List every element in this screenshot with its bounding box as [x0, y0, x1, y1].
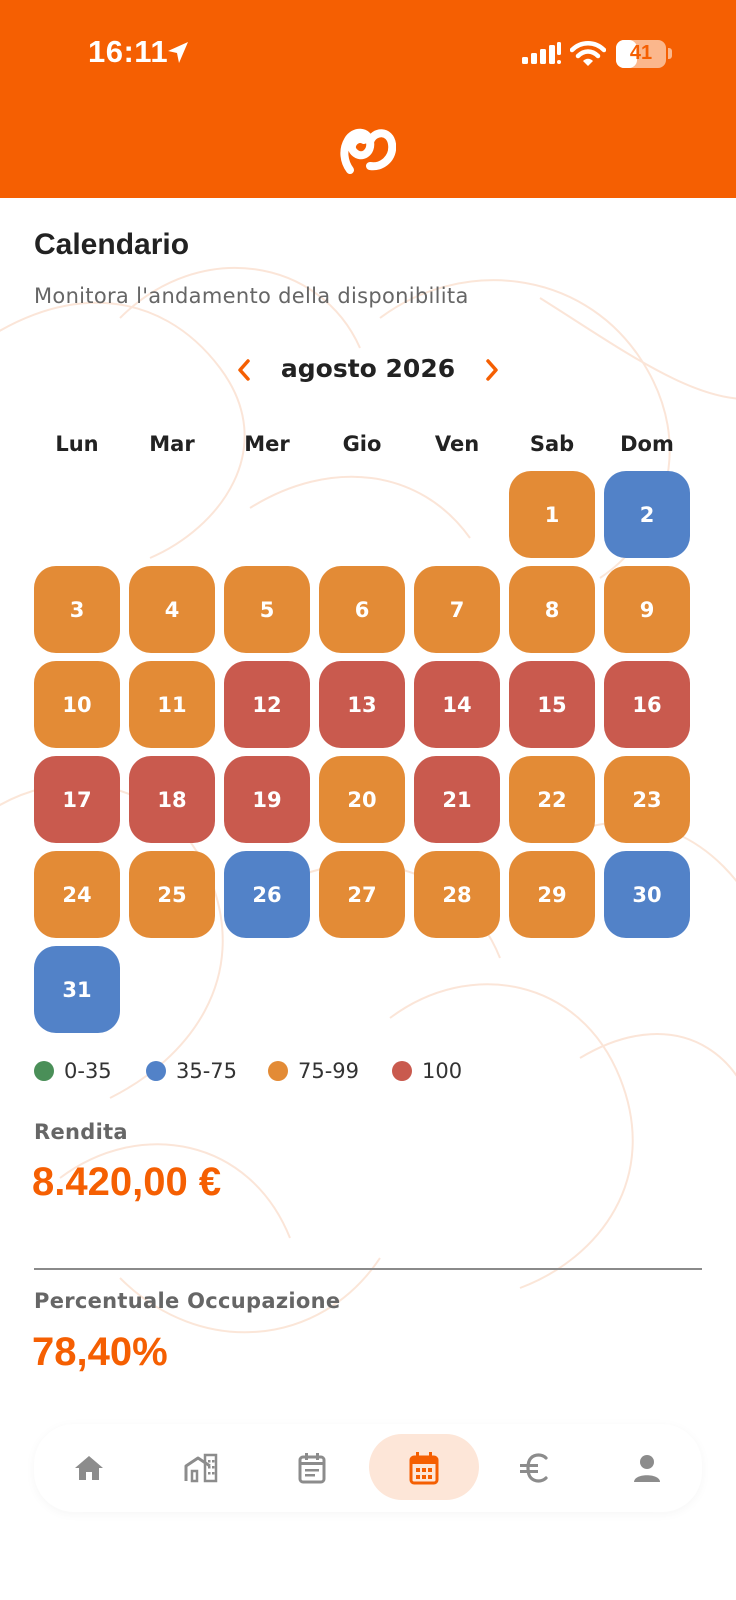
legend-dot — [392, 1061, 412, 1081]
status-time: 16:11 — [88, 34, 169, 69]
calendar-day[interactable]: 29 — [509, 851, 595, 938]
divider — [34, 1268, 702, 1270]
calendar-day[interactable]: 5 — [224, 566, 310, 653]
legend-item: 0-35 — [34, 1056, 112, 1086]
calendar-day[interactable]: 25 — [129, 851, 215, 938]
calendar-day[interactable]: 6 — [319, 566, 405, 653]
calendar-day[interactable]: 28 — [414, 851, 500, 938]
legend-item: 35-75 — [146, 1056, 237, 1086]
calendar-day[interactable]: 19 — [224, 756, 310, 843]
weekday-dom: Dom — [620, 432, 674, 456]
calendar-day[interactable]: 22 — [509, 756, 595, 843]
calendar-day[interactable]: 8 — [509, 566, 595, 653]
nav-properties-button[interactable] — [146, 1424, 256, 1512]
location-arrow-icon — [168, 42, 188, 63]
calendar-day[interactable]: 3 — [34, 566, 120, 653]
calendar-day[interactable]: 2 — [604, 471, 690, 558]
calendar-day[interactable]: 14 — [414, 661, 500, 748]
next-month-button[interactable] — [472, 350, 512, 390]
calendar-day[interactable]: 13 — [319, 661, 405, 748]
bookings-icon — [298, 1453, 326, 1484]
page-title: Calendario — [34, 228, 190, 261]
bottom-navigation — [34, 1424, 702, 1512]
month-navigator: agosto 2026 — [0, 350, 736, 390]
occupancy-value: 78,40% — [32, 1330, 168, 1374]
calendar-day[interactable]: 21 — [414, 756, 500, 843]
legend-item: 75-99 — [268, 1056, 359, 1086]
calendar-day[interactable]: 27 — [319, 851, 405, 938]
revenue-value: 8.420,00 € — [32, 1160, 222, 1204]
legend-dot — [34, 1061, 54, 1081]
calendar-day[interactable]: 7 — [414, 566, 500, 653]
occupancy-legend: 0-35 35-75 75-99 100 — [34, 1056, 704, 1086]
battery-indicator: 41 — [616, 40, 666, 68]
weekday-mer: Mer — [244, 432, 290, 456]
calendar-day[interactable]: 18 — [129, 756, 215, 843]
nav-earnings-button[interactable] — [480, 1424, 590, 1512]
legend-dot — [268, 1061, 288, 1081]
page-subtitle: Monitora l'andamento della disponibilita — [34, 284, 469, 308]
calendar-day[interactable]: 11 — [129, 661, 215, 748]
calendar-day[interactable]: 15 — [509, 661, 595, 748]
calendar-day[interactable]: 23 — [604, 756, 690, 843]
legend-item: 100 — [392, 1056, 462, 1086]
month-label: agosto 2026 — [280, 354, 456, 383]
calendar-day[interactable]: 20 — [319, 756, 405, 843]
weekday-mar: Mar — [149, 432, 195, 456]
weekday-header: Lun Mar Mer Gio Ven Sab Dom — [34, 432, 704, 462]
weekday-lun: Lun — [55, 432, 99, 456]
weekday-gio: Gio — [342, 432, 382, 456]
app-logo — [340, 128, 396, 174]
calendar-grid: 1 2 3 4 5 6 7 8 9 10 11 12 13 14 15 16 17 18 19 20 21 22 23 24 2… — [34, 471, 704, 1051]
calendar-day[interactable]: 12 — [224, 661, 310, 748]
legend-label: 35-75 — [176, 1059, 238, 1083]
calendar-day[interactable]: 4 — [129, 566, 215, 653]
calendar-day[interactable]: 10 — [34, 661, 120, 748]
nav-bookings-button[interactable] — [257, 1424, 367, 1512]
calendar-icon — [409, 1452, 438, 1485]
cellular-signal-icon — [522, 42, 561, 64]
active-tab-indicator — [368, 1434, 479, 1500]
nav-profile-button[interactable] — [592, 1424, 702, 1512]
calendar-day[interactable]: 24 — [34, 851, 120, 938]
calendar-day[interactable]: 31 — [34, 946, 120, 1033]
battery-fill — [616, 40, 637, 68]
legend-label: 0-35 — [64, 1059, 112, 1083]
occupancy-label: Percentuale Occupazione — [34, 1289, 341, 1313]
chevron-left-icon — [238, 359, 250, 381]
weekday-ven: Ven — [434, 432, 480, 456]
revenue-label: Rendita — [34, 1120, 128, 1144]
chevron-right-icon — [486, 359, 498, 381]
previous-month-button[interactable] — [224, 350, 264, 390]
wifi-icon — [570, 41, 606, 66]
calendar-day[interactable]: 17 — [34, 756, 120, 843]
nav-calendar-button[interactable] — [368, 1424, 479, 1512]
nav-home-button[interactable] — [34, 1424, 144, 1512]
legend-dot — [146, 1061, 166, 1081]
legend-label: 100 — [422, 1059, 463, 1083]
battery-level: 41 — [629, 42, 653, 64]
legend-label: 75-99 — [298, 1059, 360, 1083]
calendar-day[interactable]: 26 — [224, 851, 310, 938]
calendar-day[interactable]: 1 — [509, 471, 595, 558]
properties-icon — [184, 1453, 217, 1483]
home-icon — [75, 1456, 103, 1480]
weekday-sab: Sab — [529, 432, 575, 456]
app-header: 16:11 41 — [0, 0, 736, 198]
profile-icon — [633, 1455, 660, 1482]
calendar-day[interactable]: 9 — [604, 566, 690, 653]
calendar-day[interactable]: 30 — [604, 851, 690, 938]
euro-icon — [520, 1453, 548, 1483]
battery-cap — [668, 48, 672, 59]
calendar-day[interactable]: 16 — [604, 661, 690, 748]
